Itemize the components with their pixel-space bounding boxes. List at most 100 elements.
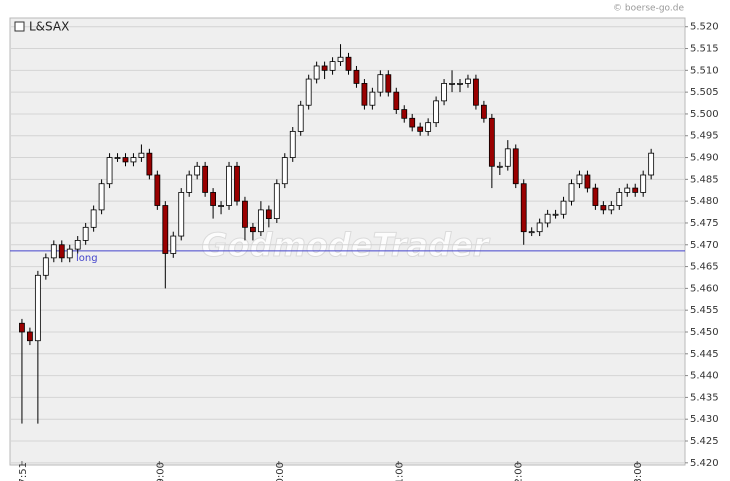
candle-body <box>226 165 232 206</box>
candle-body <box>162 205 169 254</box>
candle-body <box>449 83 455 85</box>
candle-body <box>297 104 304 132</box>
candle-body <box>624 187 631 193</box>
candle-body <box>242 200 248 228</box>
candle-body <box>369 91 376 106</box>
y-tick-label: 5.490 <box>690 153 719 164</box>
candle-body <box>504 148 511 167</box>
candle-body <box>146 152 153 176</box>
y-tick-label: 5.520 <box>690 22 719 33</box>
credit: © boerse-go.de <box>613 4 684 14</box>
y-tick-label: 5.420 <box>690 458 719 469</box>
legend-swatch <box>14 21 25 32</box>
y-tick-label: 5.470 <box>690 240 719 251</box>
y-tick-label: 5.445 <box>690 349 719 360</box>
candle-body <box>528 231 535 234</box>
candle-body <box>281 157 288 185</box>
candle-body <box>130 157 137 163</box>
candle-body <box>560 200 567 215</box>
candle-body <box>648 152 655 176</box>
candle-body <box>632 187 639 193</box>
x-tick-label: 13:00 <box>633 462 644 481</box>
candle-body <box>74 240 81 250</box>
y-tick-label: 5.450 <box>690 327 719 338</box>
candle-body <box>202 165 209 193</box>
candle-body <box>66 248 73 259</box>
candle-body <box>385 74 392 93</box>
candle-body <box>27 331 33 342</box>
candle-body <box>154 174 161 206</box>
y-tick-label: 5.515 <box>690 44 719 55</box>
candle-body <box>433 100 440 124</box>
candle-body <box>170 235 177 254</box>
y-tick-label: 5.440 <box>690 371 719 382</box>
candle-body <box>520 183 527 233</box>
candle-body <box>82 226 89 241</box>
x-tick-label: 12:00 <box>514 462 525 481</box>
candle-body <box>584 174 591 189</box>
candle-body <box>114 157 121 159</box>
candle-body <box>465 78 471 84</box>
candle-body <box>194 165 201 176</box>
y-tick-label: 5.495 <box>690 131 719 142</box>
candle-body <box>393 91 400 110</box>
candle-body <box>106 157 113 185</box>
candle-body <box>257 209 264 233</box>
candle-body <box>90 209 97 228</box>
candle-body <box>496 165 503 168</box>
candle-body <box>305 78 312 106</box>
y-tick-label: 5.505 <box>690 87 719 98</box>
candle-body <box>34 274 41 342</box>
candle-body <box>592 187 599 206</box>
candle-body <box>640 174 647 193</box>
candle-body <box>50 244 57 259</box>
candle-body <box>361 83 368 106</box>
x-tick-label: 10:00 <box>275 462 286 481</box>
candle-body <box>186 174 193 193</box>
candle-body <box>616 192 623 206</box>
candle-body <box>377 74 384 93</box>
candle-body <box>273 183 280 220</box>
candle-body <box>289 130 296 158</box>
candle-body <box>536 222 543 233</box>
candle-body <box>552 213 559 216</box>
legend-label: L&SAX <box>29 20 69 34</box>
candle-body <box>122 157 129 163</box>
candle-body <box>568 183 575 202</box>
y-tick-label: 5.500 <box>690 109 719 120</box>
candle-body <box>337 56 344 63</box>
candle-body <box>512 148 519 185</box>
candle-body <box>138 152 145 158</box>
candle-body <box>488 117 495 167</box>
candle-body <box>425 122 432 132</box>
candle-body <box>210 192 216 206</box>
candle-body <box>480 104 487 119</box>
candle-body <box>250 226 256 233</box>
candle-body <box>218 205 224 207</box>
candle-body <box>417 126 424 132</box>
candle-body <box>576 174 583 185</box>
y-tick-label: 5.465 <box>690 262 719 273</box>
candle-body <box>544 213 551 224</box>
candle-body <box>473 78 479 106</box>
candle-body <box>401 109 408 119</box>
y-tick-label: 5.510 <box>690 65 719 76</box>
candle-body <box>42 257 49 276</box>
x-tick-label: 07:51 <box>18 462 29 481</box>
candle-body <box>98 183 105 211</box>
candle-body <box>457 83 463 85</box>
candle-body <box>345 56 352 71</box>
annotation-label: long <box>76 253 98 264</box>
candle-body <box>265 209 272 220</box>
candle-body <box>441 83 447 102</box>
candle-body <box>321 65 328 71</box>
layer: 5.420 5.425 5.430 5.435 5.440 5.445 5.450 5.455… <box>10 22 719 481</box>
x-tick-label: 11:00 <box>394 462 405 481</box>
candle-body <box>234 165 240 202</box>
x-tick-label: 09:00 <box>155 462 166 481</box>
candle-body <box>409 117 416 128</box>
y-tick-label: 5.480 <box>690 196 719 207</box>
y-tick-label: 5.425 <box>690 436 719 447</box>
y-tick-label: 5.475 <box>690 218 719 229</box>
